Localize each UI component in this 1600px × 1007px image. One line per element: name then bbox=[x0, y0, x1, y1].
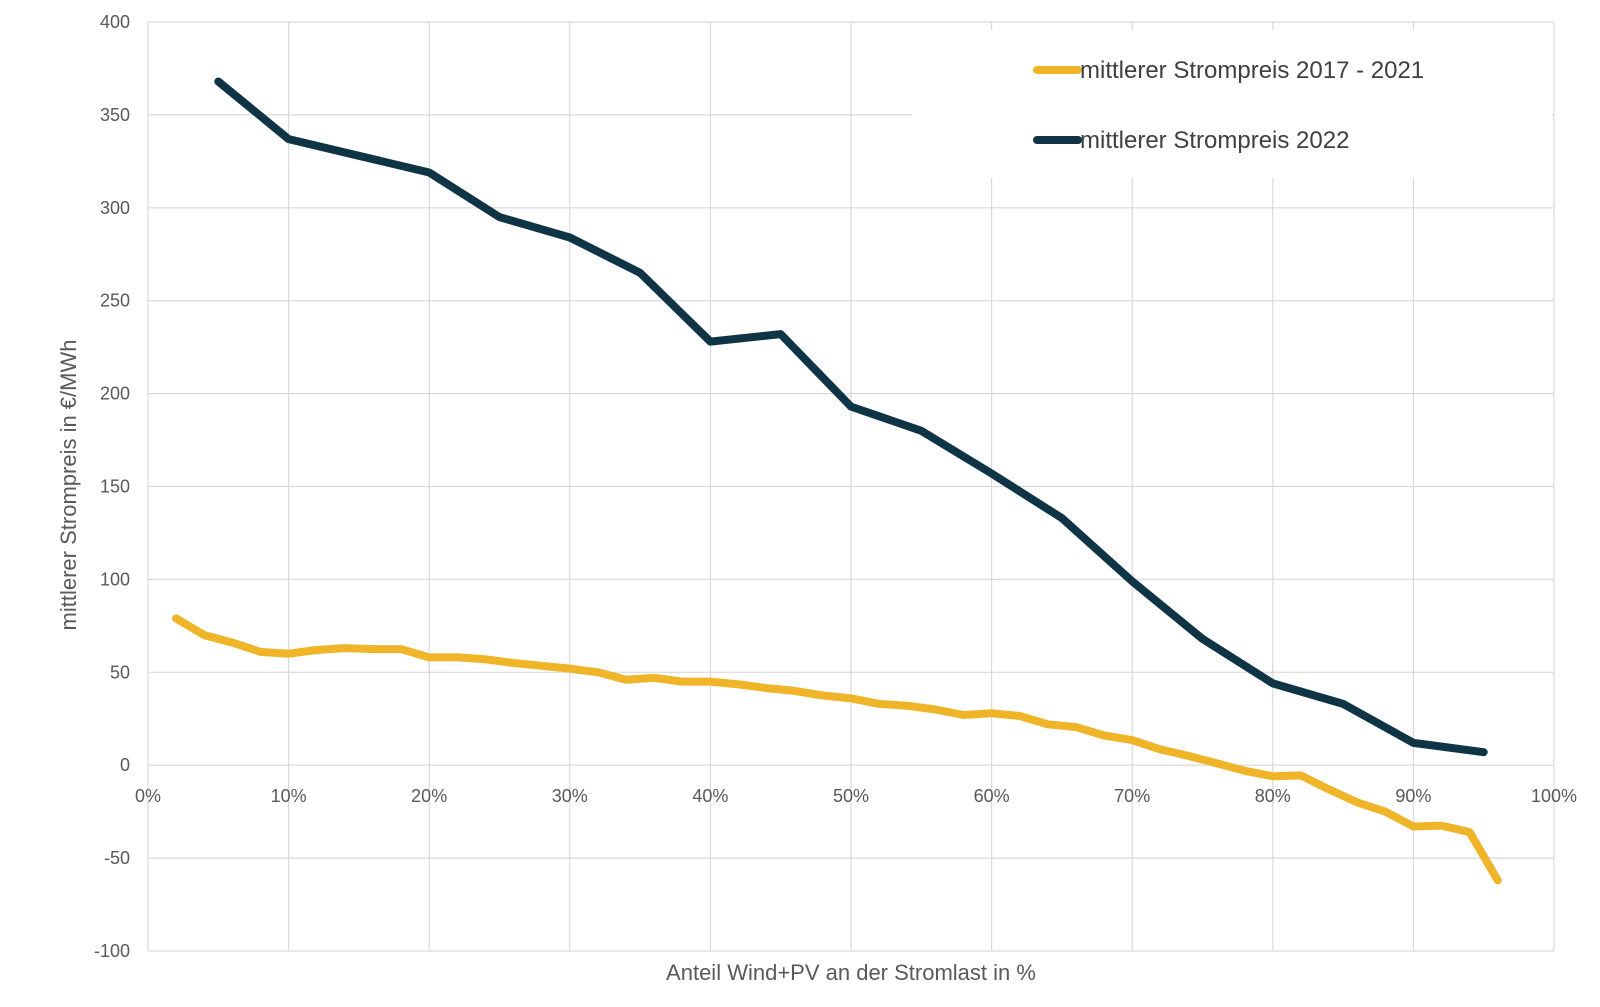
series-line-1 bbox=[172, 614, 1502, 885]
y-tick-label: 400 bbox=[100, 12, 130, 32]
x-tick-label: 30% bbox=[552, 786, 588, 806]
x-axis-ticks: 0% 10% 20% 30% 40% 50% 60% 70% 80% 90% 100% bbox=[135, 786, 1577, 806]
x-tick-label: 40% bbox=[692, 786, 728, 806]
y-tick-label: 100 bbox=[100, 569, 130, 589]
y-tick-label: 300 bbox=[100, 198, 130, 218]
y-tick-label: 350 bbox=[100, 105, 130, 125]
x-axis-title: Anteil Wind+PV an der Stromlast in % bbox=[666, 960, 1036, 985]
y-axis-title: mittlerer Strompreis in €/MWh bbox=[56, 340, 81, 631]
x-tick-label: 60% bbox=[974, 786, 1010, 806]
x-tick-label: 100% bbox=[1531, 786, 1577, 806]
legend-background bbox=[912, 30, 1552, 178]
x-tick-label: 90% bbox=[1395, 786, 1431, 806]
x-tick-label: 0% bbox=[135, 786, 161, 806]
x-tick-label: 10% bbox=[271, 786, 307, 806]
legend-label-1: mittlerer Strompreis 2017 - 2021 bbox=[1080, 57, 1424, 84]
y-tick-label: -50 bbox=[104, 848, 130, 868]
series-line-2 bbox=[214, 77, 1488, 757]
x-tick-label: 50% bbox=[833, 786, 869, 806]
legend: mittlerer Strompreis 2017 - 2021 mittlere… bbox=[912, 30, 1552, 178]
series-lines bbox=[172, 77, 1502, 885]
x-tick-label: 70% bbox=[1114, 786, 1150, 806]
y-tick-label: -100 bbox=[94, 941, 130, 961]
y-tick-label: 50 bbox=[110, 662, 130, 682]
y-tick-label: 150 bbox=[100, 477, 130, 497]
legend-label-2: mittlerer Strompreis 2022 bbox=[1080, 127, 1349, 154]
x-tick-label: 20% bbox=[411, 786, 447, 806]
y-tick-label: 0 bbox=[120, 755, 130, 775]
y-axis-ticks: -100 -50 0 50 100 150 200 250 300 350 400 bbox=[94, 12, 130, 961]
y-tick-label: 200 bbox=[100, 384, 130, 404]
x-tick-label: 80% bbox=[1255, 786, 1291, 806]
gridlines bbox=[147, 21, 1555, 952]
y-tick-label: 250 bbox=[100, 291, 130, 311]
